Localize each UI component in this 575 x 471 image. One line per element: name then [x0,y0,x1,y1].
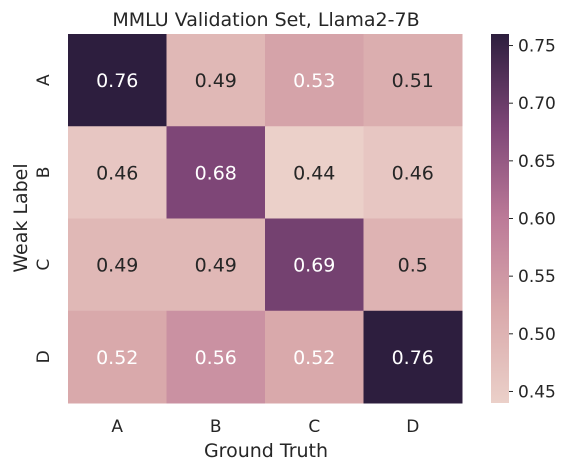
colorbar-tick-label: 0.65 [518,152,556,172]
colorbar [491,34,509,403]
cell-value-label: 0.49 [195,70,237,92]
y-axis-ticks: A B C D [34,74,54,363]
x-tick-label: B [210,417,222,437]
colorbar-tick-label: 0.75 [518,37,556,57]
heatmap-cell [265,126,364,219]
cell-value-label: 0.52 [293,347,335,369]
cell-value-label: 0.76 [96,70,138,92]
cell-value-label: 0.46 [96,162,138,184]
heatmap-cell [166,126,266,219]
heatmap-cell [265,34,364,127]
colorbar-tick-label: 0.50 [518,325,556,345]
cell-value-label: 0.49 [96,255,138,277]
heatmap-cell [166,310,266,404]
heatmap-cell [68,310,167,404]
cell-value-label: 0.51 [392,70,434,92]
y-tick-label: D [34,350,54,363]
y-tick-label: B [34,167,54,179]
colorbar-ticks: 0.45 0.50 0.55 0.60 0.65 0.70 0.75 [509,37,556,402]
heatmap-cell [363,218,463,312]
y-axis-label: Weak Label [10,163,32,272]
colorbar-tick-label: 0.70 [518,94,556,114]
heatmap-cell [363,310,463,404]
cell-value-label: 0.5 [398,255,428,277]
colorbar-tick-label: 0.55 [518,267,556,287]
cell-value-label: 0.69 [293,255,335,277]
x-tick-label: A [111,417,123,437]
heatmap-cell [363,34,463,127]
heatmap-cell [166,218,266,312]
colorbar-tick-label: 0.60 [518,210,556,230]
heatmap-cell-labels: 0.76 0.49 0.53 0.51 0.46 0.68 0.44 0.46 0.49 0.49… [96,70,434,369]
colorbar-tick-label: 0.45 [518,382,556,402]
cell-value-label: 0.76 [392,347,434,369]
cell-value-label: 0.46 [392,162,434,184]
heatmap-cell [68,126,167,219]
cell-value-label: 0.53 [293,70,335,92]
heatmap-cell [265,218,364,312]
heatmap-cells [68,34,463,404]
heatmap-cell [68,34,167,127]
cell-value-label: 0.68 [195,162,237,184]
heatmap-cell [265,310,364,404]
chart-title: MMLU Validation Set, Llama2-7B [112,9,419,31]
x-axis-label: Ground Truth [204,440,328,462]
x-tick-label: C [308,417,320,437]
heatmap-cell [68,218,167,312]
heatmap-cell [166,34,266,127]
cell-value-label: 0.44 [293,162,335,184]
heatmap-cell [363,126,463,219]
y-tick-label: A [34,74,54,86]
cell-value-label: 0.56 [195,347,237,369]
y-tick-label: C [34,259,54,271]
x-axis-ticks: A B C D [111,417,419,437]
x-tick-label: D [406,417,419,437]
cell-value-label: 0.49 [195,255,237,277]
cell-value-label: 0.52 [96,347,138,369]
